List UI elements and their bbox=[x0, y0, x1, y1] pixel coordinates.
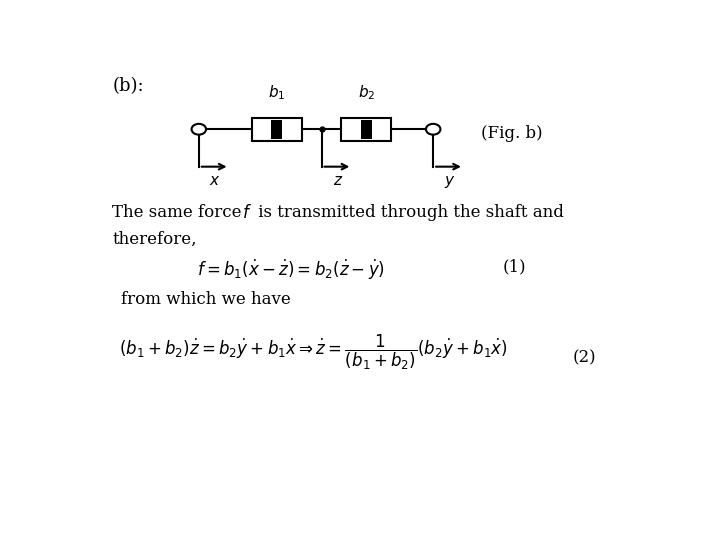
Bar bbox=[341, 118, 392, 141]
Text: The same force: The same force bbox=[112, 204, 247, 221]
Text: $b_1$: $b_1$ bbox=[269, 84, 286, 102]
Text: is transmitted through the shaft and: is transmitted through the shaft and bbox=[253, 204, 564, 221]
Text: therefore,: therefore, bbox=[112, 231, 197, 248]
Text: $b_2$: $b_2$ bbox=[358, 84, 375, 102]
Bar bbox=[271, 119, 282, 139]
Text: z: z bbox=[333, 173, 341, 188]
Text: y: y bbox=[444, 173, 453, 188]
Text: $f$: $f$ bbox=[242, 204, 252, 222]
Text: x: x bbox=[210, 173, 219, 188]
Text: from which we have: from which we have bbox=[121, 292, 290, 308]
Bar bbox=[361, 119, 372, 139]
Text: $(b_1 + b_2)\dot{z} = b_2\dot{y} + b_1\dot{x}\Rightarrow \dot{z} = \dfrac{1}{(b_: $(b_1 + b_2)\dot{z} = b_2\dot{y} + b_1\d… bbox=[119, 333, 508, 372]
Text: $f = b_1(\dot{x} - \dot{z}) = b_2(\dot{z} - \dot{y})$: $f = b_1(\dot{x} - \dot{z}) = b_2(\dot{z… bbox=[197, 258, 385, 282]
Text: (b):: (b): bbox=[112, 77, 144, 95]
Text: (Fig. b): (Fig. b) bbox=[481, 125, 542, 142]
Bar bbox=[252, 118, 302, 141]
Text: (2): (2) bbox=[572, 349, 596, 367]
Text: (1): (1) bbox=[503, 258, 526, 275]
